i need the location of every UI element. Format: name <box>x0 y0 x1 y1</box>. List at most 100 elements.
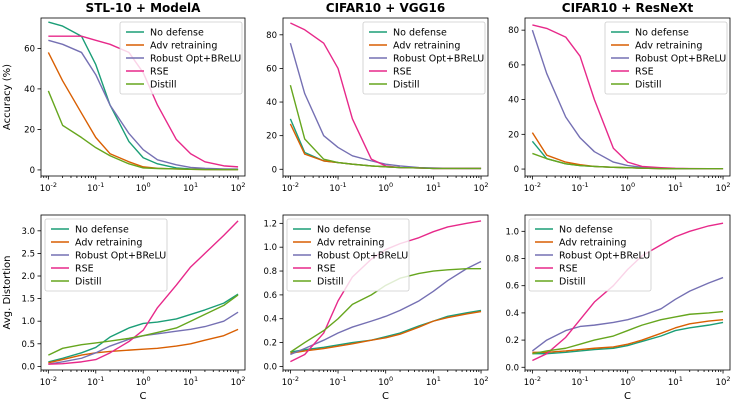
legend-entry: Robust Opt+BReLU <box>150 54 241 65</box>
y-tick-label: 3.0 <box>21 227 35 237</box>
x-tick-label: 10-2 <box>282 375 299 388</box>
legend-entry: No defense <box>150 28 204 39</box>
legend-entry: Distill <box>317 277 344 288</box>
plot-frame <box>282 214 489 371</box>
legend: No defense Adv retraining Robust Opt+BReLU… <box>604 21 728 95</box>
x-tick-label: 10-2 <box>40 375 57 388</box>
y-tick-label: 0.8 <box>505 255 519 265</box>
y-tick-label: 0.2 <box>263 339 277 349</box>
plot-frame <box>40 17 246 177</box>
y-tick-label: 20 <box>266 132 277 142</box>
y-tick-label: 0 <box>514 165 519 175</box>
x-tick-label: 100 <box>136 375 151 388</box>
legend-entry: Adv retraining <box>393 41 460 52</box>
legend-entry: Adv retraining <box>75 238 142 249</box>
x-axis-label: C <box>382 391 389 402</box>
x-tick-label: 10-2 <box>40 181 57 194</box>
legend: No defense Adv retraining Robust Opt+BReLU… <box>362 21 486 95</box>
legend-entry: Distill <box>150 80 177 91</box>
series-line-distill <box>532 310 724 355</box>
legend-box <box>119 21 243 95</box>
plot-frame <box>524 17 731 177</box>
y-tick-label: 60 <box>266 64 277 74</box>
y-tick-label: 40 <box>24 85 35 95</box>
legend-box <box>362 21 486 95</box>
x-tick-label: 101 <box>183 375 198 388</box>
y-tick-label: 0.8 <box>263 267 277 277</box>
legend: No defense Adv retraining Robust Opt+BReLU… <box>119 21 243 95</box>
legend-entry: Adv retraining <box>317 238 384 249</box>
legend-entry: Robust Opt+BReLU <box>317 251 408 262</box>
series-line-no-defense <box>532 321 724 355</box>
series-line-adv-retraining <box>289 123 482 170</box>
y-tick-label: 0 <box>30 166 35 176</box>
x-tick-label: 102 <box>231 181 246 194</box>
series-line-rse <box>48 220 239 365</box>
legend-box <box>604 21 728 95</box>
chart-panel-4: Avg. Distortion C 10-2 10-1 100 101 102 0.0 0.5 1… <box>2 214 246 402</box>
chart-panel-3: CIFAR10 + ResNeXt 10-2 10-1 100 101 102 0 20 40 6… <box>508 1 730 194</box>
series-line-distill <box>289 85 482 170</box>
y-axis-label: Avg. Distortion <box>2 256 13 330</box>
y-tick-label: 40 <box>508 96 519 106</box>
chart-panel-6: C 10-2 10-1 100 101 102 0.0 0.2 0.4 0.6 0.8 1.0 No d… <box>505 214 731 402</box>
x-tick-label: 102 <box>231 375 246 388</box>
y-tick-label: 60 <box>24 44 35 54</box>
legend-entry: Adv retraining <box>150 41 217 52</box>
legend-entry: Robust Opt+BReLU <box>75 251 166 262</box>
plot-frame <box>40 214 246 371</box>
x-axis-label: C <box>140 391 147 402</box>
chart-title: CIFAR10 + VGG16 <box>326 1 445 15</box>
x-tick-label: 10-2 <box>524 181 541 194</box>
x-tick-label: 10-2 <box>524 375 541 388</box>
series-line-distill <box>47 90 239 171</box>
x-tick-label: 100 <box>378 181 393 194</box>
x-tick-label: 10-2 <box>282 181 299 194</box>
x-tick-label: 10-1 <box>87 181 104 194</box>
y-tick-label: 0.6 <box>263 291 277 301</box>
y-tick-label: 0.6 <box>505 282 519 292</box>
series-line-distill <box>48 294 239 356</box>
y-axis-label: Accuracy (%) <box>2 64 13 130</box>
chart-title: CIFAR10 + ResNeXt <box>562 1 694 15</box>
legend-entry: Distill <box>393 80 420 91</box>
y-tick-label: 20 <box>24 125 35 135</box>
plot-frame <box>524 214 731 371</box>
legend: No defense Adv retraining Robust Opt+BReLU… <box>44 218 168 292</box>
legend-entry: No defense <box>393 28 447 39</box>
x-tick-label: 101 <box>183 181 198 194</box>
x-tick-label: 100 <box>378 375 393 388</box>
y-tick-label: 40 <box>266 98 277 108</box>
chart-title: STL-10 + ModelA <box>86 1 202 15</box>
series-line-robust-opt <box>48 39 239 170</box>
y-tick-label: 1.2 <box>263 219 277 229</box>
y-tick-label: 1.0 <box>263 243 277 253</box>
x-tick-label: 102 <box>474 181 489 194</box>
legend-entry: Robust Opt+BReLU <box>635 54 726 65</box>
series-line-no-defense <box>290 309 482 353</box>
series-line-distill <box>532 152 724 170</box>
y-tick-label: 2.0 <box>21 272 35 282</box>
legend-entry: Robust Opt+BReLU <box>393 54 484 65</box>
y-tick-label: 60 <box>508 61 519 71</box>
x-tick-label: 10-1 <box>329 375 346 388</box>
x-tick-label: 10-1 <box>571 181 588 194</box>
legend-entry: RSE <box>317 264 336 275</box>
legend-entry: RSE <box>150 67 169 78</box>
y-tick-label: 0.5 <box>21 340 35 350</box>
legend-entry: No defense <box>559 225 613 236</box>
legend-entry: Robust Opt+BReLU <box>559 251 650 262</box>
legend-entry: Distill <box>75 277 102 288</box>
legend-box <box>44 218 168 292</box>
legend-box <box>286 218 410 292</box>
series-line-adv-retraining <box>531 132 724 170</box>
y-tick-label: 0.0 <box>21 362 35 372</box>
x-tick-label: 102 <box>716 181 731 194</box>
legend-entry: RSE <box>635 67 654 78</box>
x-tick-label: 100 <box>620 181 635 194</box>
x-tick-label: 101 <box>668 375 683 388</box>
series-line-robust-opt <box>531 276 724 352</box>
chart-panel-5: C 10-2 10-1 100 101 102 0.0 0.2 0.4 0.6 0.8 1.0 1.2 N… <box>263 214 489 402</box>
x-tick-label: 10-1 <box>87 375 104 388</box>
